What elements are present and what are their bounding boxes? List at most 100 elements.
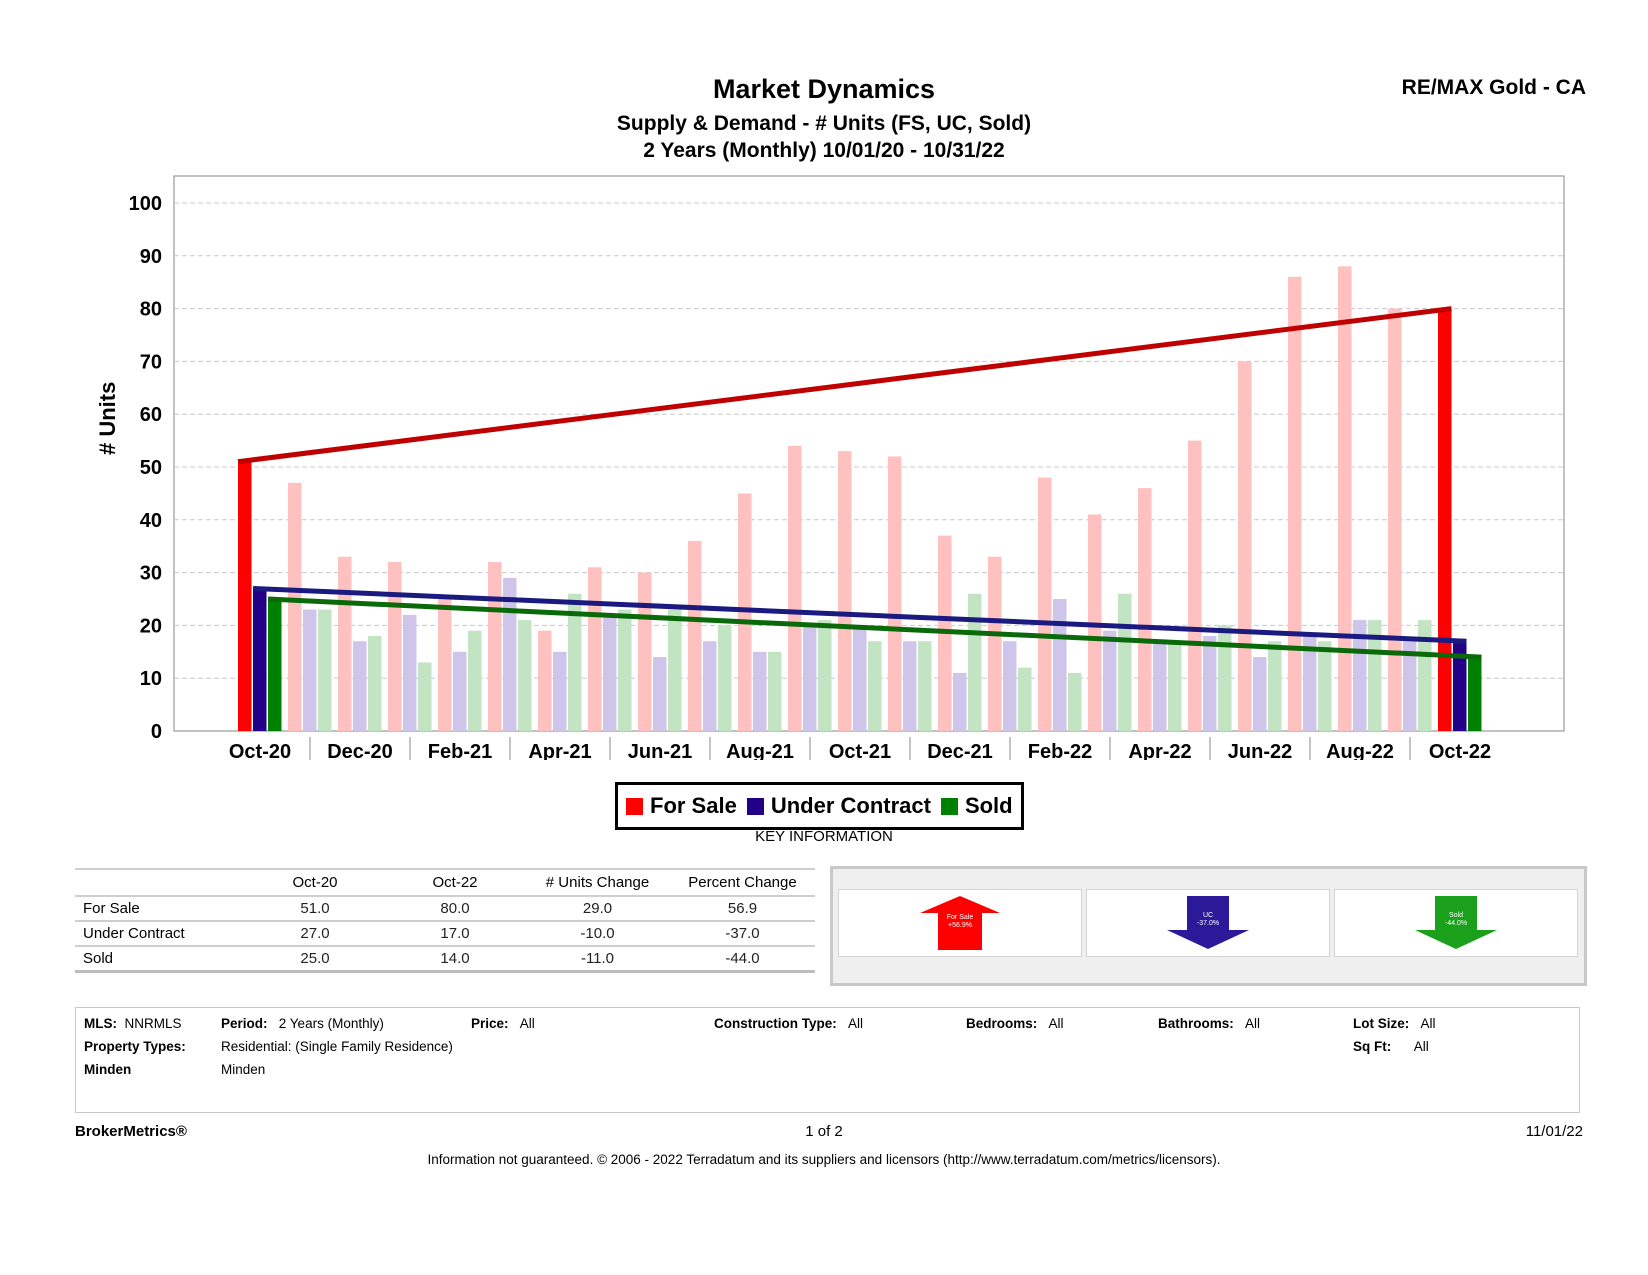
criterion-label: Sq Ft: bbox=[1353, 1039, 1392, 1054]
table-header: Oct-22 bbox=[385, 868, 525, 897]
bar-for-sale bbox=[1438, 308, 1452, 731]
x-tick-label: Oct-21 bbox=[829, 741, 891, 760]
table-cell: -11.0 bbox=[525, 946, 670, 973]
bar-sold bbox=[1318, 641, 1332, 731]
y-tick-label: 40 bbox=[140, 510, 162, 532]
table-cell: 14.0 bbox=[385, 946, 525, 973]
search-criteria-box: MLS: NNRMLS Period: 2 Years (Monthly) Pr… bbox=[75, 1007, 1580, 1113]
x-tick-label: Feb-21 bbox=[428, 741, 492, 760]
sold-change-box: Sold -44.0% bbox=[1334, 889, 1578, 957]
table-cell: -44.0 bbox=[670, 946, 815, 973]
bar-sold bbox=[968, 593, 982, 731]
sq-ft-criterion: Sq Ft: All bbox=[1353, 1039, 1429, 1054]
bar-for-sale bbox=[288, 482, 302, 731]
bar-under-contract bbox=[403, 614, 417, 731]
bar-under-contract bbox=[703, 641, 717, 731]
bar-for-sale bbox=[538, 630, 552, 731]
bar-sold bbox=[418, 662, 432, 731]
bar-for-sale bbox=[338, 556, 352, 731]
legend-swatch-sold bbox=[940, 797, 958, 815]
bar-for-sale bbox=[1138, 488, 1152, 731]
x-tick-label: Apr-21 bbox=[528, 741, 591, 760]
page-number: 1 of 2 bbox=[805, 1123, 843, 1140]
criterion-label: MLS: bbox=[84, 1016, 117, 1031]
table-cell: 27.0 bbox=[245, 921, 385, 947]
table-cell: 29.0 bbox=[525, 896, 670, 922]
bar-for-sale bbox=[1388, 308, 1402, 731]
bar-under-contract bbox=[1453, 641, 1467, 731]
disclaimer: Information not guaranteed. © 2006 - 202… bbox=[427, 1152, 1221, 1167]
table-header bbox=[75, 868, 245, 897]
bar-under-contract bbox=[853, 625, 867, 731]
bar-under-contract bbox=[503, 577, 517, 731]
criterion-value: NNRMLS bbox=[124, 1016, 182, 1031]
bar-for-sale bbox=[638, 572, 652, 731]
bar-sold bbox=[1068, 672, 1082, 731]
bar-sold bbox=[1268, 641, 1282, 731]
y-tick-label: 70 bbox=[140, 351, 162, 373]
bar-sold bbox=[1118, 593, 1132, 731]
property-types-label: Property Types: bbox=[84, 1039, 186, 1054]
table-cell: 17.0 bbox=[385, 921, 525, 947]
trend-line-for-sale bbox=[237, 306, 1452, 465]
footer-brand: BrokerMetrics® bbox=[75, 1123, 187, 1140]
legend-label: For Sale bbox=[650, 793, 737, 818]
y-tick-label: 80 bbox=[140, 299, 162, 321]
y-axis-label: # Units bbox=[95, 381, 120, 455]
bar-for-sale bbox=[1238, 361, 1252, 731]
bar-sold bbox=[1418, 620, 1432, 731]
table-row: For Sale 51.0 80.0 29.0 56.9 bbox=[75, 896, 815, 922]
row-label: Under Contract bbox=[75, 921, 245, 947]
bar-sold bbox=[1218, 625, 1232, 731]
x-tick-label: Aug-22 bbox=[1326, 741, 1394, 760]
y-tick-label: 50 bbox=[140, 457, 162, 479]
y-tick-label: 10 bbox=[140, 668, 162, 690]
x-tick-label: Dec-21 bbox=[927, 741, 993, 760]
criterion-value: All bbox=[1245, 1016, 1261, 1031]
bar-under-contract bbox=[1303, 635, 1317, 731]
arrow-label: UC bbox=[1202, 912, 1214, 919]
bar-under-contract bbox=[1403, 641, 1417, 731]
bar-for-sale bbox=[388, 562, 402, 731]
key-information-table: Oct-20 Oct-22 # Units Change Percent Cha… bbox=[75, 868, 815, 973]
bar-for-sale bbox=[688, 540, 702, 731]
for-sale-change-box: For Sale +56.9% bbox=[838, 889, 1082, 957]
trend-line-sold bbox=[267, 596, 1482, 660]
x-tick-label: Jun-22 bbox=[1228, 741, 1292, 760]
bar-sold bbox=[368, 635, 382, 731]
period-criterion: Period: 2 Years (Monthly) bbox=[221, 1016, 384, 1031]
bar-sold bbox=[668, 609, 682, 731]
bar-under-contract bbox=[953, 672, 967, 731]
x-tick-label: Feb-22 bbox=[1028, 741, 1092, 760]
criterion-label: Period: bbox=[221, 1016, 268, 1031]
bar-sold bbox=[1018, 667, 1032, 731]
bar-under-contract bbox=[603, 614, 617, 731]
legend-swatch-under-contract bbox=[746, 797, 764, 815]
bar-under-contract bbox=[903, 641, 917, 731]
bar-sold bbox=[818, 620, 832, 731]
bar-under-contract bbox=[653, 657, 667, 731]
y-tick-label: 90 bbox=[140, 246, 162, 268]
area-label: Minden bbox=[84, 1062, 132, 1077]
table-cell: 51.0 bbox=[245, 896, 385, 922]
bar-sold bbox=[768, 651, 782, 731]
bar-sold bbox=[618, 609, 632, 731]
table-cell: -37.0 bbox=[670, 921, 815, 947]
chart-subtitle: Supply & Demand - # Units (FS, UC, Sold) bbox=[616, 112, 1032, 135]
down-arrow-icon bbox=[1167, 896, 1249, 949]
key-information-heading: KEY INFORMATION bbox=[755, 828, 893, 845]
table-header: Oct-20 bbox=[245, 868, 385, 897]
report-date: 11/01/22 bbox=[1525, 1123, 1583, 1140]
table-row: Sold 25.0 14.0 -11.0 -44.0 bbox=[75, 946, 815, 973]
bar-for-sale bbox=[1338, 266, 1352, 731]
x-tick-label: Dec-20 bbox=[327, 741, 393, 760]
bar-for-sale bbox=[488, 562, 502, 731]
bar-sold bbox=[268, 599, 282, 731]
bar-sold bbox=[868, 641, 882, 731]
legend-swatch-for-sale bbox=[626, 797, 643, 815]
legend-item-under-contract: Under Contract bbox=[746, 793, 931, 819]
bar-under-contract bbox=[1353, 620, 1367, 731]
bar-for-sale bbox=[1288, 276, 1302, 731]
criterion-label: Lot Size: bbox=[1353, 1016, 1410, 1031]
table-cell: -10.0 bbox=[525, 921, 670, 947]
